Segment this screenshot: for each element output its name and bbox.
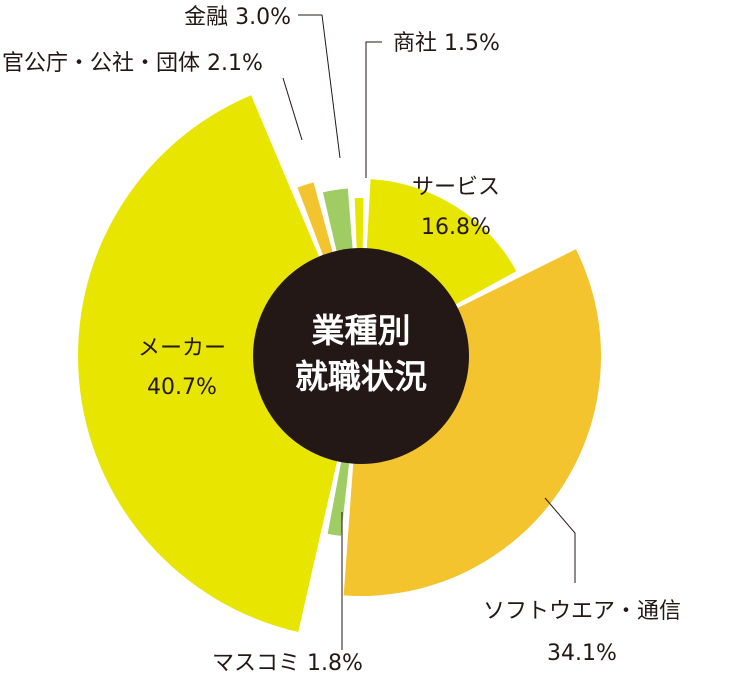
label-software-name: ソフトウエア・通信 (483, 599, 681, 624)
label-media: マスコミ 1.8% (212, 651, 363, 676)
leader-line-government (282, 77, 303, 141)
label-software-value: 34.1% (547, 641, 617, 666)
center-title-line-1: 業種別 (312, 311, 411, 350)
center-title-line-2: 就職状況 (295, 357, 427, 396)
label-trading: 商社 1.5% (393, 31, 500, 56)
label-service-value: 16.8% (421, 215, 491, 240)
pie-slice-3 (77, 95, 362, 632)
center-title-disc (253, 248, 469, 464)
leader-line-trading (365, 41, 382, 178)
label-maker-value: 40.7% (147, 375, 217, 400)
leader-line-finance (298, 14, 341, 159)
leader-line-software (544, 497, 576, 583)
label-service-name: サービス (412, 175, 500, 200)
label-finance: 金融 3.0% (184, 5, 291, 30)
label-government: 官公庁・公社・団体 2.1% (2, 51, 263, 76)
label-maker-name: メーカー (138, 336, 226, 361)
